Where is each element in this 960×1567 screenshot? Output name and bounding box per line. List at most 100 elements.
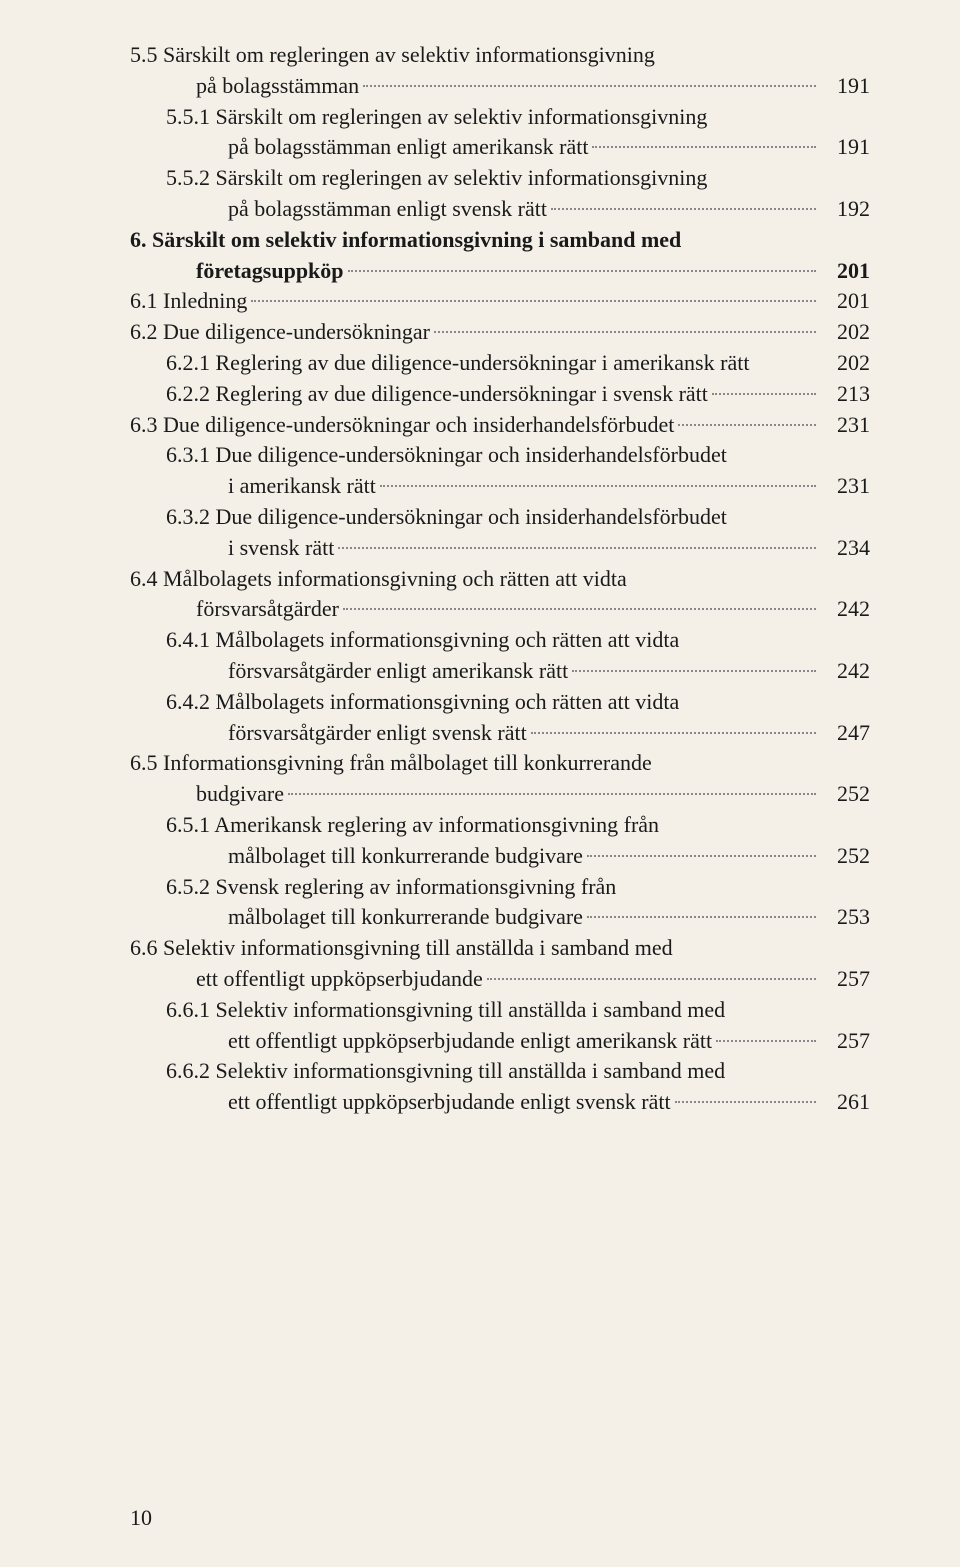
toc-row: 5.5 Särskilt om regleringen av selektiv … — [130, 40, 870, 71]
toc-row: försvarsåtgärder enligt amerikansk rätt2… — [130, 656, 870, 687]
toc-row: 6.3.1 Due diligence-undersökningar och i… — [130, 440, 870, 471]
toc-label: 6.6.2 Selektiv informationsgivning till … — [166, 1056, 725, 1087]
toc-leader — [251, 300, 816, 302]
toc-label: 6.3.2 Due diligence-undersökningar och i… — [166, 502, 727, 533]
toc-row: 6.6 Selektiv informationsgivning till an… — [130, 933, 870, 964]
toc-page: 5.5 Särskilt om regleringen av selektiv … — [0, 0, 960, 1567]
toc-leader — [675, 1101, 816, 1103]
toc-row: 5.5.1 Särskilt om regleringen av selekti… — [130, 102, 870, 133]
toc-row: i amerikansk rätt231 — [130, 471, 870, 502]
toc-row: 6.3.2 Due diligence-undersökningar och i… — [130, 502, 870, 533]
toc-page-number: 242 — [820, 594, 870, 625]
toc-page-number: 213 — [820, 379, 870, 410]
page-number: 10 — [130, 1505, 152, 1531]
toc-row: budgivare 252 — [130, 779, 870, 810]
toc-label: 6.2.2 Reglering av due diligence-undersö… — [166, 379, 708, 410]
toc-row: 6.6.2 Selektiv informationsgivning till … — [130, 1056, 870, 1087]
toc-row: 6.5.1 Amerikansk reglering av informatio… — [130, 810, 870, 841]
toc-leader — [572, 670, 816, 672]
toc-label: 5.5.2 Särskilt om regleringen av selekti… — [166, 163, 707, 194]
toc-label: företagsuppköp — [196, 256, 344, 287]
toc-page-number: 252 — [820, 841, 870, 872]
toc-label: 6.2.1 Reglering av due diligence-undersö… — [166, 348, 749, 379]
toc-leader — [531, 732, 816, 734]
toc-page-number: 202 — [820, 317, 870, 348]
toc-page-number: 234 — [820, 533, 870, 564]
toc-label: målbolaget till konkurrerande budgivare — [228, 841, 583, 872]
toc-leader — [288, 793, 816, 795]
toc-label: i svensk rätt — [228, 533, 334, 564]
toc-label: 6.1 Inledning — [130, 286, 247, 317]
toc-leader — [363, 85, 816, 87]
toc-label: försvarsåtgärder — [196, 594, 339, 625]
toc-row: ett offentligt uppköpserbjudande enligt … — [130, 1087, 870, 1118]
toc-page-number: 192 — [820, 194, 870, 225]
toc-label: ett offentligt uppköpserbjudande enligt … — [228, 1087, 671, 1118]
toc-row: 6.6.1 Selektiv informationsgivning till … — [130, 995, 870, 1026]
toc-label: 5.5 Särskilt om regleringen av selektiv … — [130, 40, 655, 71]
toc-row: ett offentligt uppköpserbjudande enligt … — [130, 1026, 870, 1057]
toc-leader — [338, 547, 816, 549]
toc-page-number: 261 — [820, 1087, 870, 1118]
toc-row: på bolagsstämman enligt svensk rätt192 — [130, 194, 870, 225]
toc-label: försvarsåtgärder enligt svensk rätt — [228, 718, 527, 749]
toc-leader — [434, 331, 816, 333]
toc-label: 6.6 Selektiv informationsgivning till an… — [130, 933, 673, 964]
toc-row: i svensk rätt 234 — [130, 533, 870, 564]
toc-leader — [587, 855, 816, 857]
toc-leader — [487, 978, 816, 980]
toc-leader — [380, 485, 816, 487]
toc-page-number: 231 — [820, 410, 870, 441]
toc-label: ett offentligt uppköpserbjudande enligt … — [228, 1026, 712, 1057]
toc-label: budgivare — [196, 779, 284, 810]
toc-container: 5.5 Särskilt om regleringen av selektiv … — [130, 40, 870, 1118]
toc-page-number: 247 — [820, 718, 870, 749]
toc-label: 5.5.1 Särskilt om regleringen av selekti… — [166, 102, 707, 133]
toc-leader — [343, 608, 816, 610]
toc-label: ett offentligt uppköpserbjudande — [196, 964, 483, 995]
toc-leader — [551, 208, 816, 210]
toc-row: 6. Särskilt om selektiv informationsgivn… — [130, 225, 870, 256]
toc-row: 5.5.2 Särskilt om regleringen av selekti… — [130, 163, 870, 194]
toc-row: 6.4.1 Målbolagets informationsgivning oc… — [130, 625, 870, 656]
toc-label: 6.2 Due diligence-undersökningar — [130, 317, 430, 348]
toc-leader — [712, 393, 816, 395]
toc-label: 6.6.1 Selektiv informationsgivning till … — [166, 995, 725, 1026]
toc-row: 6.2 Due diligence-undersökningar 202 — [130, 317, 870, 348]
toc-page-number: 191 — [820, 132, 870, 163]
toc-page-number: 253 — [820, 902, 870, 933]
toc-label: på bolagsstämman enligt amerikansk rätt — [228, 132, 588, 163]
toc-label: i amerikansk rätt — [228, 471, 376, 502]
toc-label: 6.5.1 Amerikansk reglering av informatio… — [166, 810, 659, 841]
toc-page-number: 191 — [820, 71, 870, 102]
toc-row: försvarsåtgärder 242 — [130, 594, 870, 625]
toc-row: 6.2.2 Reglering av due diligence-undersö… — [130, 379, 870, 410]
toc-page-number: 252 — [820, 779, 870, 810]
toc-row: på bolagsstämman enligt amerikansk rätt 1… — [130, 132, 870, 163]
toc-row: 6.4 Målbolagets informationsgivning och … — [130, 564, 870, 595]
toc-page-number: 257 — [820, 964, 870, 995]
toc-leader — [587, 916, 816, 918]
toc-row: 6.1 Inledning 201 — [130, 286, 870, 317]
toc-page-number: 201 — [820, 256, 870, 287]
toc-row: 6.3 Due diligence-undersökningar och ins… — [130, 410, 870, 441]
toc-page-number: 257 — [820, 1026, 870, 1057]
toc-row: målbolaget till konkurrerande budgivare 2… — [130, 902, 870, 933]
toc-row: 6.5 Informationsgivning från målbolaget … — [130, 748, 870, 779]
toc-label: 6. Särskilt om selektiv informationsgivn… — [130, 225, 681, 256]
toc-label: 6.3.1 Due diligence-undersökningar och i… — [166, 440, 727, 471]
toc-row: försvarsåtgärder enligt svensk rätt 247 — [130, 718, 870, 749]
toc-leader — [348, 270, 816, 272]
toc-row: företagsuppköp 201 — [130, 256, 870, 287]
toc-label: 6.5.2 Svensk reglering av informationsgi… — [166, 872, 616, 903]
toc-label: 6.5 Informationsgivning från målbolaget … — [130, 748, 652, 779]
toc-leader — [678, 424, 816, 426]
toc-page-number: 201 — [820, 286, 870, 317]
toc-label: 6.4.1 Målbolagets informationsgivning oc… — [166, 625, 679, 656]
toc-row: målbolaget till konkurrerande budgivare 2… — [130, 841, 870, 872]
toc-row: på bolagsstämman191 — [130, 71, 870, 102]
toc-leader — [592, 146, 816, 148]
toc-page-number: 242 — [820, 656, 870, 687]
toc-label: målbolaget till konkurrerande budgivare — [228, 902, 583, 933]
toc-page-number: 202 — [820, 348, 870, 379]
